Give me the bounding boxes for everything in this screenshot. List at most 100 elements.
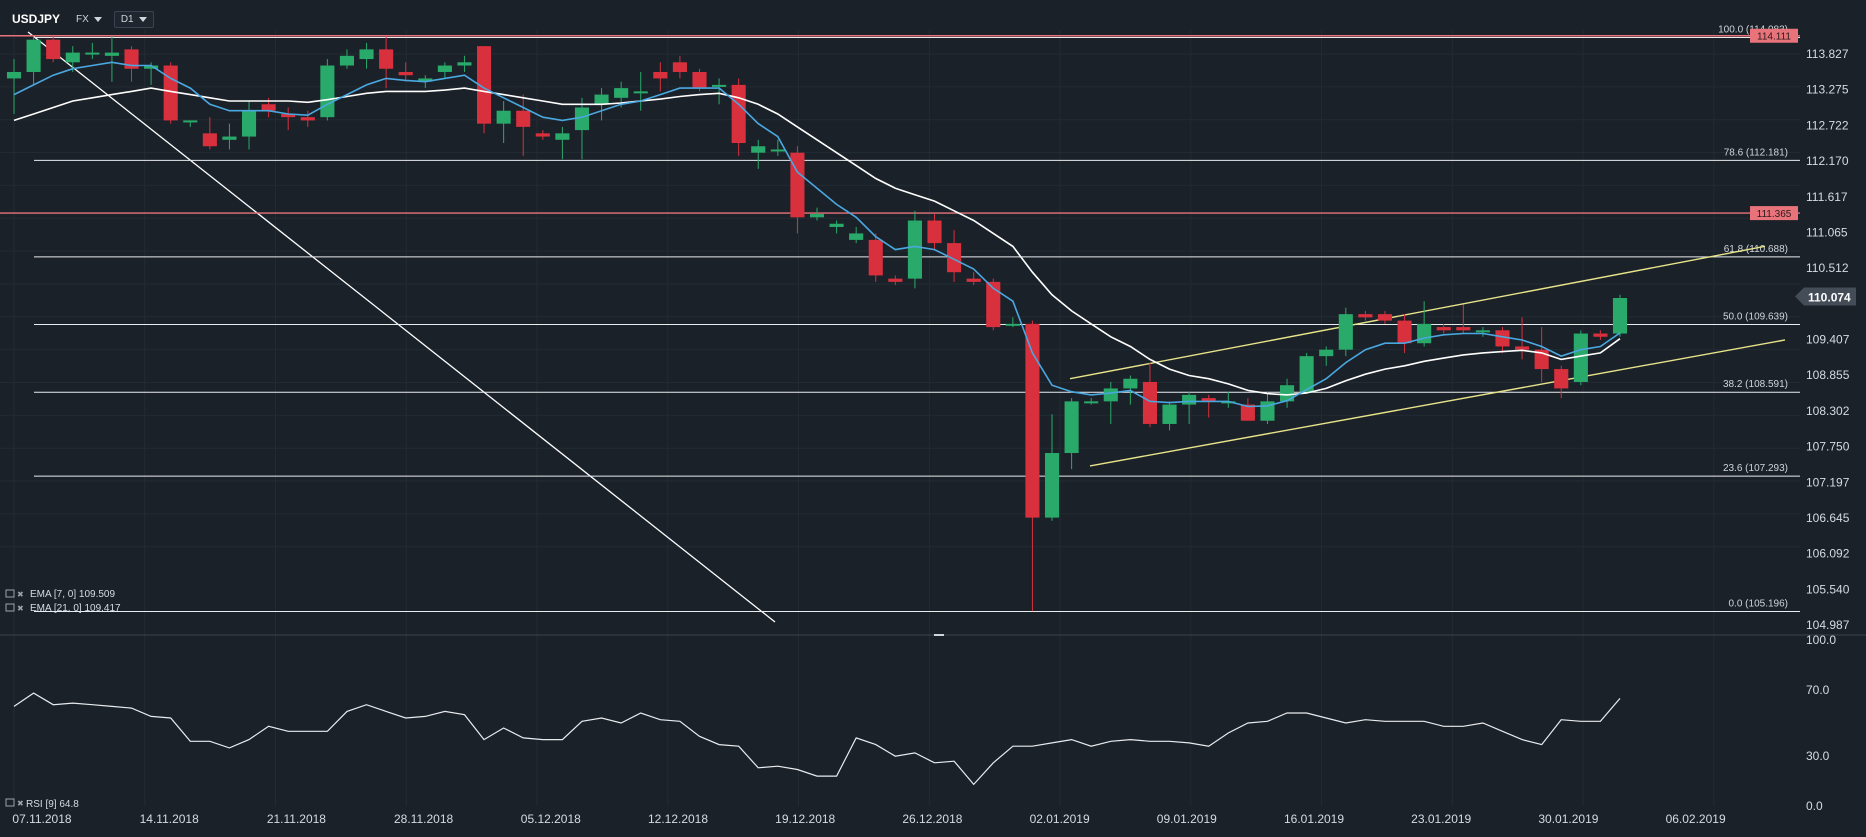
timeframe-label: D1 <box>120 13 134 25</box>
market-dropdown[interactable]: FX <box>70 12 108 27</box>
candle-body <box>770 149 785 152</box>
candle-body <box>183 120 198 123</box>
candle-body <box>633 91 648 94</box>
candle-body <box>947 243 962 273</box>
fib-level-label: 61.8 (110.688) <box>1724 244 1788 255</box>
candle-body <box>1025 323 1040 518</box>
candle-body <box>202 133 217 147</box>
date-axis-label: 21.11.2018 <box>267 812 326 826</box>
candle-body <box>1182 394 1197 405</box>
candle-body <box>496 110 511 124</box>
trend-channel <box>1069 245 1786 467</box>
date-axis-label: 19.12.2018 <box>775 812 835 826</box>
candle-body <box>144 65 159 69</box>
price-axis-label: 108.855 <box>1806 368 1850 382</box>
diagonal-line <box>27 31 776 623</box>
ema-legend-label: EMA [21, 0] 109.417 <box>30 603 121 614</box>
candle-body <box>751 146 766 153</box>
timeframe-dropdown[interactable]: D1 <box>113 10 154 28</box>
chevron-down-icon <box>138 16 147 22</box>
candle-body <box>1593 333 1608 337</box>
candle-body <box>281 113 296 118</box>
candle-body <box>1417 323 1432 344</box>
ema-legend-label: EMA [7, 0] 109.509 <box>30 589 115 600</box>
candle-body <box>927 220 942 244</box>
price-axis-label: 107.197 <box>1806 475 1850 489</box>
price-axis-label: 113.275 <box>1806 83 1849 97</box>
candle-body <box>300 117 315 121</box>
price-axis-label: 112.722 <box>1806 118 1849 132</box>
candle-body <box>418 78 433 82</box>
date-axis-label: 12.12.2018 <box>648 812 708 826</box>
price-axis[interactable]: 113.827 113.275 112.722 112.170 111.617 111.0… <box>1795 47 1856 813</box>
close-icon: ✖ <box>17 590 24 599</box>
candle-body <box>1064 401 1079 454</box>
rsi-axis-label: 100.0 <box>1806 633 1836 647</box>
candle-body <box>241 110 257 137</box>
candle-body <box>222 136 237 140</box>
candle-body <box>1475 330 1490 333</box>
candle-body <box>535 133 550 137</box>
horizontal-levels: 114.111 111.365 <box>0 28 1800 221</box>
candle-body <box>26 39 41 72</box>
date-axis-label: 09.01.2019 <box>1157 812 1217 826</box>
candle-body <box>1240 404 1255 421</box>
candle-body <box>437 65 452 72</box>
date-axis-label: 07.11.2018 <box>12 812 71 826</box>
candle-body <box>731 84 746 144</box>
close-icon: ✖ <box>17 604 24 613</box>
candle-body <box>398 71 413 76</box>
candle-body <box>261 104 276 111</box>
candle-body <box>653 71 668 79</box>
candle-body <box>672 62 687 72</box>
fib-level-label: 38.2 (108.591) <box>1723 379 1788 390</box>
date-axis-label: 14.11.2018 <box>140 812 199 826</box>
candle-body <box>555 133 570 140</box>
level-tag-label: 114.111 <box>1757 32 1791 43</box>
candle-body <box>476 46 492 124</box>
date-axis-label: 06.02.2019 <box>1666 812 1726 826</box>
candle-body <box>829 223 844 227</box>
candle-body <box>359 49 374 60</box>
market-label: FX <box>76 13 89 25</box>
candle-body <box>124 49 139 69</box>
date-axis-label: 26.12.2018 <box>902 812 962 826</box>
candle-body <box>1397 320 1412 344</box>
candle-body <box>712 84 727 87</box>
candle-body <box>1123 378 1138 389</box>
candle-body <box>1338 314 1353 350</box>
date-axis[interactable]: 07.11.2018 14.11.2018 21.11.2018 28.11.2018… <box>12 812 1726 826</box>
indicator-settings-icon <box>5 589 15 598</box>
candle-body <box>1358 314 1373 318</box>
price-axis-label: 109.407 <box>1806 333 1850 347</box>
candle-body <box>1319 349 1334 357</box>
rsi-line <box>13 692 1621 786</box>
candle-body <box>1436 327 1451 331</box>
candle-body <box>594 94 609 105</box>
indicator-legend: ✖ EMA [7, 0] 109.509 ✖ EMA [21, 0] 109.417 <box>5 589 121 614</box>
chevron-down-icon <box>93 16 102 22</box>
ema7-line <box>13 61 1621 408</box>
candle-body <box>104 52 119 56</box>
close-icon: ✖ <box>17 799 24 808</box>
indicator-settings-icon <box>5 603 15 612</box>
candle-body <box>614 88 629 98</box>
candle-body <box>320 65 335 118</box>
rsi-axis-label: 70.0 <box>1806 683 1830 697</box>
candle-body <box>1573 333 1588 382</box>
rsi-axis-label: 0.0 <box>1806 799 1823 813</box>
candle-body <box>888 278 903 282</box>
price-axis-label: 106.645 <box>1806 511 1850 525</box>
price-axis-label: 110.512 <box>1806 261 1849 275</box>
candle-body <box>1201 398 1216 402</box>
candle-body <box>1377 314 1393 321</box>
price-axis-label: 113.827 <box>1806 47 1849 61</box>
symbol-label[interactable]: USDJPY <box>12 12 61 26</box>
candle-body <box>1103 388 1118 402</box>
date-axis-label: 02.01.2019 <box>1030 812 1090 826</box>
rsi-panel: RSI [9] 64.8✖ <box>5 692 1621 810</box>
candle-body <box>1084 401 1099 404</box>
fib-level-label: 23.6 (107.293) <box>1723 463 1788 474</box>
